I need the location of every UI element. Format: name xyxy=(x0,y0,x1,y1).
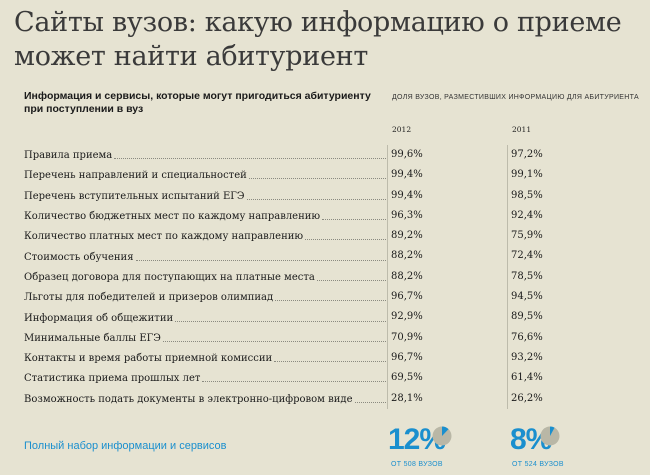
leader-dots xyxy=(114,158,386,160)
value-2011: 94,5% xyxy=(511,291,543,303)
summary-2011-pie xyxy=(540,426,560,446)
pie-2012-share-slice xyxy=(442,426,449,436)
table-row: Статистика приема прошлых лет 69,5% 61,4% xyxy=(24,368,624,388)
row-label-wrap: Правила приема xyxy=(24,148,386,162)
row-label-wrap: Льготы для победителей и призеров олимпи… xyxy=(24,290,386,304)
row-label: Информация об общежитии xyxy=(24,312,174,324)
table-row: Образец договора для поступающих на плат… xyxy=(24,267,624,287)
row-label: Стоимость обучения xyxy=(24,251,134,263)
value-2011: 99,1% xyxy=(511,169,543,181)
summary-2012-note: от 508 вузов xyxy=(391,461,443,468)
table-row: Контакты и время работы приемной комисси… xyxy=(24,348,624,368)
value-2012: 70,9% xyxy=(391,331,423,343)
value-2011: 75,9% xyxy=(511,230,543,242)
leader-dots xyxy=(322,219,386,221)
leader-dots xyxy=(162,340,386,342)
value-2011: 76,6% xyxy=(511,331,543,343)
column-header-services: Информация и сервисы, которые могут приг… xyxy=(24,90,371,115)
table-row: Количество бюджетных мест по каждому нап… xyxy=(24,206,624,226)
row-label: Количество бюджетных мест по каждому нап… xyxy=(24,211,321,223)
column-header-share: Доля вузов, разместивших информацию для … xyxy=(392,94,639,101)
value-2012: 88,2% xyxy=(391,250,423,262)
value-2012: 92,9% xyxy=(391,311,423,323)
value-2011: 92,4% xyxy=(511,209,543,221)
row-label-wrap: Минимальные баллы ЕГЭ xyxy=(24,331,386,345)
row-label: Минимальные баллы ЕГЭ xyxy=(24,332,161,344)
value-2012: 89,2% xyxy=(391,230,423,242)
row-label: Образец договора для поступающих на плат… xyxy=(24,271,315,283)
table-row: Льготы для победителей и призеров олимпи… xyxy=(24,287,624,307)
leader-dots xyxy=(305,239,386,241)
pie-2011-share-slice xyxy=(550,426,555,436)
table-row: Возможность подать документы в электронн… xyxy=(24,389,624,409)
table-row: Перечень направлений и специальностей 99,… xyxy=(24,165,624,185)
row-label-wrap: Перечень вступительных испытаний ЕГЭ xyxy=(24,189,386,203)
row-label: Возможность подать документы в электронн… xyxy=(24,393,353,405)
value-2012: 96,7% xyxy=(391,291,423,303)
table-row: Количество платных мест по каждому напра… xyxy=(24,226,624,246)
row-label-wrap: Количество бюджетных мест по каждому нап… xyxy=(24,209,386,223)
value-2012: 88,2% xyxy=(391,270,423,282)
data-table: Правила приема 99,6% 97,2% Перечень направл… xyxy=(24,145,624,409)
value-2012: 99,6% xyxy=(391,149,423,160)
table-row: Правила приема 99,6% 97,2% xyxy=(24,145,624,165)
row-label-wrap: Информация об общежитии xyxy=(24,311,386,325)
row-label: Перечень направлений и специальностей xyxy=(24,170,247,182)
row-label-wrap: Возможность подать документы в электронн… xyxy=(24,392,386,406)
leader-dots xyxy=(246,198,386,200)
year-2011-label: 2011 xyxy=(512,125,532,134)
value-2011: 72,4% xyxy=(511,250,543,262)
row-label-wrap: Контакты и время работы приемной комисси… xyxy=(24,351,386,365)
year-2012-label: 2012 xyxy=(392,125,412,134)
row-label-wrap: Количество платных мест по каждому напра… xyxy=(24,229,386,243)
row-label: Статистика приема прошлых лет xyxy=(24,373,201,385)
value-2011: 26,2% xyxy=(511,392,543,404)
leader-dots xyxy=(202,381,386,383)
value-2011: 78,5% xyxy=(511,270,543,282)
table-row: Информация об общежитии 92,9% 89,5% xyxy=(24,307,624,327)
leader-dots xyxy=(274,361,386,363)
leader-dots xyxy=(175,320,386,322)
value-2012: 96,7% xyxy=(391,351,423,363)
row-label-wrap: Образец договора для поступающих на плат… xyxy=(24,270,386,284)
value-2012: 96,3% xyxy=(391,209,423,221)
table-row: Минимальные баллы ЕГЭ 70,9% 76,6% xyxy=(24,328,624,348)
row-label: Льготы для победителей и призеров олимпи… xyxy=(24,292,274,304)
value-2012: 99,4% xyxy=(391,169,423,181)
row-label: Количество платных мест по каждому напра… xyxy=(24,231,304,243)
leader-dots xyxy=(354,401,386,403)
summary-label: Полный набор информации и сервисов xyxy=(24,440,227,452)
row-label: Правила приема xyxy=(24,150,113,162)
table-row: Стоимость обучения 88,2% 72,4% xyxy=(24,246,624,266)
value-2011: 97,2% xyxy=(511,149,543,160)
value-2012: 99,4% xyxy=(391,189,423,201)
value-2012: 69,5% xyxy=(391,372,423,384)
value-2011: 93,2% xyxy=(511,351,543,363)
row-label: Перечень вступительных испытаний ЕГЭ xyxy=(24,190,245,202)
row-label-wrap: Стоимость обучения xyxy=(24,250,386,264)
value-2011: 89,5% xyxy=(511,311,543,323)
leader-dots xyxy=(248,178,386,180)
value-2012: 28,1% xyxy=(391,392,423,404)
table-row: Перечень вступительных испытаний ЕГЭ 99,4… xyxy=(24,186,624,206)
row-label-wrap: Статистика приема прошлых лет xyxy=(24,371,386,385)
leader-dots xyxy=(135,259,386,261)
value-2011: 61,4% xyxy=(511,372,543,384)
column-separator-2011 xyxy=(507,145,508,409)
summary-2011-note: от 524 вузов xyxy=(512,461,564,468)
column-separator-2012 xyxy=(387,145,388,409)
value-2011: 98,5% xyxy=(511,189,543,201)
leader-dots xyxy=(316,279,386,281)
summary-2012-pie xyxy=(432,426,452,446)
leader-dots xyxy=(275,300,386,302)
row-label-wrap: Перечень направлений и специальностей xyxy=(24,168,386,182)
row-label: Контакты и время работы приемной комисси… xyxy=(24,353,273,365)
page-title: Сайты вузов: какую информацию о приеме м… xyxy=(14,7,622,72)
